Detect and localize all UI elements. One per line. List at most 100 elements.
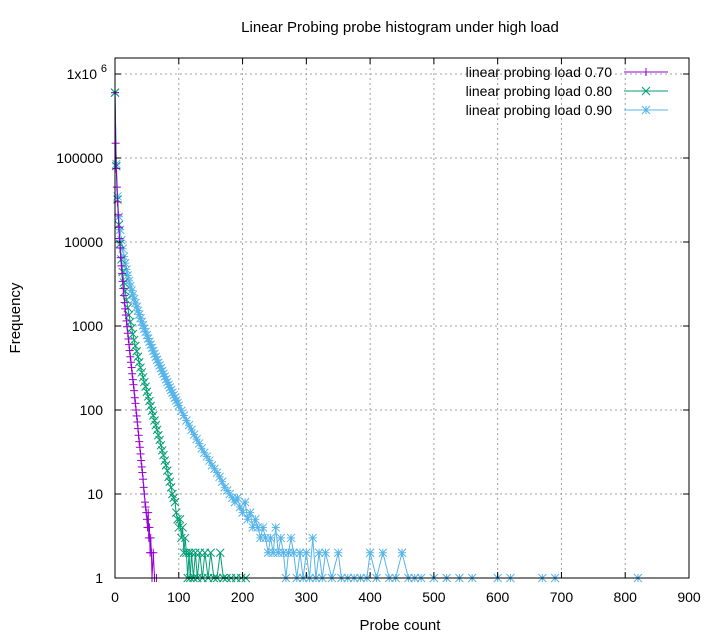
data-point — [233, 493, 242, 503]
data-point — [141, 503, 150, 512]
data-point — [138, 372, 148, 382]
data-point — [286, 533, 296, 543]
data-point — [122, 316, 131, 325]
data-point — [128, 369, 137, 378]
x-tick-label: 600 — [486, 589, 510, 605]
data-point — [191, 548, 200, 558]
data-point — [119, 278, 129, 287]
data-point — [135, 443, 144, 452]
data-point — [127, 363, 136, 372]
data-point — [112, 183, 121, 192]
data-point — [159, 450, 168, 460]
plot-frame — [114, 57, 690, 579]
data-point — [126, 358, 135, 367]
x-tick-label: 200 — [231, 589, 255, 605]
data-point — [119, 291, 128, 300]
data-point — [258, 523, 268, 532]
data-point — [175, 514, 185, 524]
x-tick-label: 0 — [111, 589, 119, 605]
data-point — [238, 508, 247, 517]
data-point — [131, 399, 140, 408]
data-point — [378, 548, 388, 558]
data-point — [137, 456, 146, 465]
data-point — [118, 277, 127, 286]
data-point — [276, 533, 286, 543]
data-point — [170, 497, 180, 507]
data-point — [289, 548, 298, 558]
y-tick-label: 100000 — [56, 150, 103, 166]
data-point — [133, 417, 142, 426]
data-point — [173, 514, 182, 524]
data-point — [116, 253, 125, 262]
data-point — [112, 164, 121, 173]
data-point — [125, 346, 134, 355]
grid — [115, 58, 689, 578]
y-tick-label: 100 — [80, 402, 104, 418]
data-point — [139, 475, 148, 484]
data-point — [147, 406, 157, 416]
data-point — [176, 533, 186, 543]
data-point — [136, 449, 145, 458]
data-point — [397, 548, 407, 558]
data-point — [114, 210, 123, 219]
data-point — [365, 548, 375, 558]
data-point — [155, 435, 164, 445]
data-point — [217, 477, 227, 487]
data-point — [123, 329, 132, 338]
data-point — [133, 352, 143, 362]
data-point — [215, 548, 225, 558]
legend-entry-2: linear probing load 0.80 — [466, 83, 668, 99]
y-tick-label: 1000 — [72, 318, 103, 334]
data-point — [121, 304, 130, 313]
data-point — [129, 380, 138, 389]
data-point — [146, 533, 155, 542]
y-tick-label: 10 — [87, 486, 103, 502]
legend: linear probing load 0.70 linear probing l… — [466, 64, 668, 118]
data-point — [149, 548, 158, 557]
x-tick-label: 800 — [614, 589, 638, 605]
data-point — [271, 523, 281, 532]
data-point — [164, 472, 173, 482]
data-point — [122, 265, 131, 274]
data-point — [138, 468, 147, 477]
x-tick-label: 700 — [550, 589, 574, 605]
x-tick-label: 400 — [358, 589, 382, 605]
legend-label: linear probing load 0.90 — [466, 102, 613, 118]
data-point — [119, 284, 128, 293]
y-tick-label: 1 — [95, 570, 103, 586]
legend-label: linear probing load 0.80 — [466, 83, 613, 99]
legend-entry-3: linear probing load 0.90 — [466, 102, 668, 118]
legend-marker — [641, 86, 651, 96]
y-tick-label: 10000 — [64, 234, 103, 250]
data-point — [174, 523, 184, 532]
data-point — [132, 411, 141, 420]
data-point — [134, 431, 143, 440]
legend-marker — [642, 68, 650, 76]
data-point — [179, 411, 189, 420]
series-line — [114, 92, 246, 579]
data-point — [137, 462, 146, 471]
x-tick-label: 300 — [295, 589, 319, 605]
data-point — [145, 396, 154, 406]
data-point — [133, 424, 142, 433]
data-point — [142, 515, 151, 524]
data-point — [165, 477, 175, 487]
y-tick-label-exponent: 6 — [101, 63, 107, 75]
data-point — [206, 548, 216, 558]
data-point — [136, 363, 145, 372]
data-point — [124, 335, 133, 344]
data-point — [132, 346, 142, 356]
x-tick-label: 100 — [167, 589, 191, 605]
data-point — [130, 393, 139, 402]
legend-entry-1: linear probing load 0.70 — [466, 64, 668, 80]
data-point — [245, 508, 255, 517]
data-point — [126, 352, 135, 361]
data-point — [121, 311, 130, 320]
data-point — [144, 508, 153, 517]
data-point — [180, 533, 190, 543]
data-point — [140, 498, 149, 507]
data-point — [123, 322, 132, 331]
data-point — [129, 335, 139, 345]
y-axis-label: Frequency — [7, 282, 24, 353]
